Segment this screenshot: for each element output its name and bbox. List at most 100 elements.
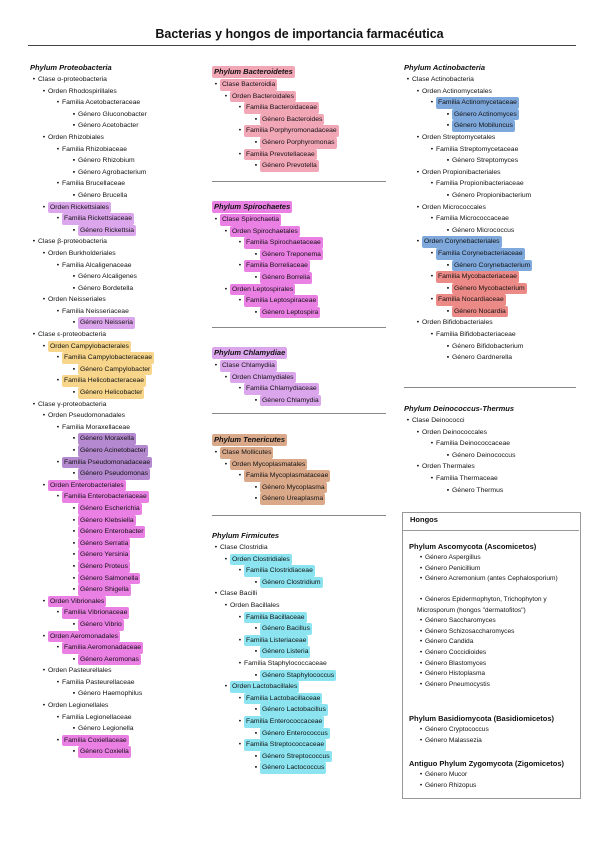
tree-item-label: Género Cryptococcus [425,726,489,733]
bullet-icon: • [419,726,423,733]
taxonomy-tree: • Clase Bacteroidia • Orden Bacteroidales • F… [212,79,392,172]
tree-item-label: Familia Mycobacteriaceae [436,271,519,283]
tree-item-genero: ▪ Género Bacteroides [212,113,392,126]
tree-item-label: Familia Micrococcaceae [436,215,509,223]
bullet-icon: ▪ [72,748,76,756]
tree-item-orden: • Orden Bacillales [212,600,392,612]
tree-item-familia: • Familia Corynebacteriaceae [404,247,584,260]
bullet-icon: • [416,168,420,176]
tree-item-familia: • Familia Pseudomonadaceae [30,456,200,469]
bullet-icon: • [419,564,423,572]
list-item: • Género Acremonium (antes Cephalosporium… [409,574,577,595]
bullet-icon: ▪ [72,586,76,594]
bullet-icon: • [238,385,242,393]
bullet-icon: • [42,632,46,640]
tree-item-orden: • Orden Aeromonadales [30,630,200,643]
bullet-icon: ▪ [254,273,258,281]
page-title: Bacterias y hongos de importancia farmac… [155,27,444,41]
tree-item-genero: ▪ Género Staphylococcus [212,669,392,682]
bullet-icon: ▪ [72,551,76,559]
tree-item-label: Orden Clostridiales [230,553,292,566]
taxonomy-tree: • Clase Clostridia • Orden Clostridiales • Fa… [212,542,392,774]
tree-item-orden: • Orden Bacteroidales [212,90,392,103]
tree-item-label: Género Agrobacterium [78,168,147,176]
tree-item-label: Orden Rhizobiales [48,133,104,141]
bullet-icon: • [42,412,46,420]
tree-item-label: Género Rickettsia [78,224,137,237]
tree-item-label: Género Legionella [78,725,134,733]
tree-item-label: Familia Porphyromonadaceae [244,125,339,137]
tree-item-label: Familia Staphylococcaceae [244,659,327,667]
tree-item-label: Género Bacteroides [260,113,325,126]
bullet-icon: • [42,296,46,304]
tree-item-label: Clase Bacteroidia [220,79,278,91]
tree-item-label: Familia Streptomycetaceae [436,145,519,153]
bullet-icon: ▪ [72,539,76,547]
tree-item-familia: • Familia Streptomycetaceae [404,144,584,156]
tree-item-label: Familia Helicobacteraceae [62,375,147,388]
bullet-icon: ▪ [72,504,76,512]
tree-item-label: Género Gluconobacter [78,110,147,118]
tree-item-familia: • Familia Helicobacteraceae [30,375,200,388]
bullet-icon: • [42,667,46,675]
tree-item-familia: • Familia Mycoplasmataceae [212,470,392,482]
tree-item-label: Familia Bacillaceae [244,611,307,624]
bullet-icon: • [238,694,242,702]
tree-item-genero: ▪ Género Bordetella [30,283,200,295]
tree-item-familia: • Familia Prevotellaceae [212,148,392,161]
bullet-icon: ▪ [254,250,258,258]
tree-item-label: Familia Rickettsiaceae [62,213,134,225]
tree-item-label: Familia Coxiellaceae [62,734,129,747]
list-item: • Género Rhizopus [409,781,577,792]
bullet-icon: • [214,590,218,598]
tree-item-label: Género Bordetella [78,284,134,292]
bullet-icon: • [416,133,420,141]
tree-item-label: Género Bifidobacterium [452,342,524,350]
bullet-icon: ▪ [72,725,76,733]
bullet-icon: • [56,180,60,188]
tree-item-label: Familia Spirochaetaceae [244,237,323,249]
tree-item-clase: • Clase Clostridia [212,542,392,554]
list-item: • Género Malassezia [409,736,577,747]
tree-item-label: Clase Clostridia [220,544,268,551]
tree-item-label: Familia Campylobacteraceae [62,352,155,364]
bullet-icon: • [416,463,420,471]
tree-item-label: Género Mycobacterium [452,282,527,295]
bullet-icon: ▪ [254,308,258,316]
bullet-icon: • [416,203,420,211]
list-item: • Género Cryptococcus [409,725,577,736]
tree-item-label: Género Mucor [425,771,468,778]
tree-item-genero: ▪ Género Helicobacter [30,387,200,399]
tree-item-label: Género Shigella [78,584,131,596]
tree-item-genero: ▪ Género Nocardia [404,305,584,318]
tree-item-genero: ▪ Género Actinomyces [404,108,584,121]
tree-item-label: Orden Streptomycetales [422,133,496,141]
bullet-icon: ▪ [254,706,258,714]
list-item: • Géneros Epidermophyton, Trichophyton y … [409,595,577,616]
tree-item-label: Género Penicillium [425,564,481,572]
tree-item-label: Género Schizosaccharomyces [425,627,515,635]
bullet-icon: • [419,680,423,688]
tree-item-orden: • Orden Rhizobiales [30,132,200,144]
bullet-icon: • [238,262,242,270]
bullet-icon: ▪ [446,157,450,165]
list-item: • Género Penicillium [409,564,577,575]
tree-item-label: Familia Vibrionaceae [62,607,130,619]
tree-item-genero: ▪ Género Neisseria [30,317,200,330]
tree-item-label: Género Staphylococcus [260,669,337,682]
bullet-icon: • [32,331,36,339]
tree-item-genero: ▪ Género Borrelia [212,271,392,284]
tree-item-label: Género Lactobacillus [260,704,328,716]
tree-item-label: Orden Aeromonadales [48,630,121,643]
taxonomy-tree: • Clase Deinococci • Orden Deinococcales • Fa… [404,415,584,496]
tree-item-orden: • Orden Vibrionales [30,595,200,608]
bullet-icon: ▪ [72,284,76,292]
tree-item-genero: ▪ Género Rhizobium [30,155,200,167]
tree-item-genero: ▪ Género Proteus [30,560,200,573]
bullet-icon: • [214,81,218,88]
bullet-icon: • [406,417,410,424]
tree-item-genero: ▪ Género Rickettsia [30,224,200,237]
section-proteobacteria: Phylum Proteobacteria • Clase α-proteobac… [30,62,200,759]
tree-item-label: Clase Deinococci [412,417,465,424]
bullet-icon: • [238,297,242,305]
